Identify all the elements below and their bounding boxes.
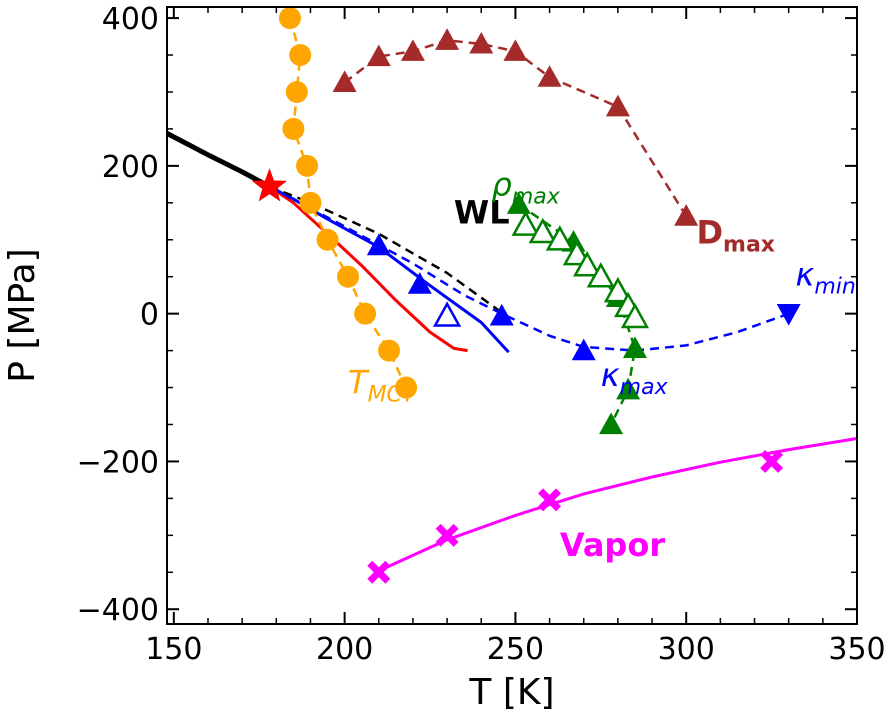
rho-max-open-point [545, 225, 574, 251]
t-mct-point [282, 117, 305, 140]
annotation-main-text: D [696, 213, 723, 251]
rho-max-open-point [603, 276, 633, 303]
binodal-red-line [268, 185, 468, 353]
y-tick-label: 0 [140, 298, 159, 333]
annotation-max: κmax [601, 356, 669, 400]
t-mct-point [337, 265, 360, 288]
t-mct-point [378, 339, 401, 362]
y-tick-label: −400 [77, 593, 159, 628]
kappa-max-point [571, 338, 596, 361]
t-mct-point [316, 228, 339, 251]
d-max-point [366, 44, 391, 67]
kappa-max-point [489, 303, 514, 326]
d-max-point [435, 28, 460, 50]
widom-line-black-solid-line [165, 131, 271, 189]
rho-max-open-point [573, 251, 602, 277]
annotation-main-text: κ [601, 356, 620, 394]
t-mct-point [289, 44, 312, 67]
d-max-point [605, 94, 630, 117]
t-mct-point [278, 7, 301, 30]
t-mct-point [395, 376, 418, 399]
widom-line-black-dashed-line [269, 185, 500, 312]
annotation-main-text: κ [796, 256, 815, 294]
y-axis-title: P [MPa] [2, 248, 43, 382]
d-max-point [332, 70, 357, 92]
annotation-min: κmin [796, 256, 856, 300]
kappa-min-point [776, 304, 801, 326]
kappa-dashed-curve-line [268, 185, 790, 352]
kappa-max-point [366, 233, 391, 256]
y-tick-label: 200 [102, 150, 159, 185]
annotation-main-text: Vapor [560, 526, 666, 564]
annotation-main-text: WL [454, 194, 510, 232]
t-mct-point [299, 191, 322, 214]
annotation-subscript: max [620, 375, 669, 400]
x-axis-title: T [K] [468, 672, 554, 713]
d-max-point [469, 31, 494, 54]
rho-max-open-point [511, 210, 540, 236]
x-tick-label: 300 [658, 632, 715, 667]
t-mct-point [285, 80, 308, 103]
x-tick-label: 200 [316, 632, 373, 667]
vapor-point [760, 449, 784, 473]
annotation-main-text: ρ [492, 165, 512, 203]
d-max-point [503, 39, 528, 61]
y-tick-label: −200 [77, 445, 159, 480]
annotation-main-text: T [348, 363, 370, 401]
t-mct-point [354, 302, 377, 325]
critical-point-star [251, 168, 287, 202]
rho-max-open-point [586, 262, 615, 288]
rho-max-open-point [620, 302, 650, 329]
annotation-max: ρmax [492, 165, 561, 209]
plot-frame [166, 6, 858, 625]
x-tick-label: 150 [145, 632, 202, 667]
vapor-point [435, 523, 459, 547]
annotation-subscript: max [512, 184, 561, 209]
annotation-subscript: min [814, 275, 856, 300]
annotation-subscript: max [723, 232, 775, 257]
d-max-point [537, 65, 562, 87]
d-max-point [674, 204, 699, 226]
kappa-max-point [407, 272, 432, 294]
axes: 150 200 250 300 350 −400 −200 0 200 400 [77, 2, 886, 667]
vapor-point [538, 488, 562, 512]
vapor-point [367, 560, 391, 584]
annotation-t-mct: TMCT [348, 363, 417, 407]
x-tick-label: 250 [487, 632, 544, 667]
rho-max-filled-point [599, 412, 624, 435]
annotation-vapor: Vapor [560, 526, 666, 564]
rho-max-filled-point [622, 336, 647, 358]
annotation-subscript: MCT [368, 382, 417, 407]
d-max-line [343, 39, 688, 217]
x-tick-label: 350 [828, 632, 885, 667]
rho-max-filled-point [506, 192, 531, 214]
d-max-point [400, 39, 425, 61]
t-mct-point [296, 154, 319, 177]
annotation-d-max: Dmax [696, 213, 775, 257]
kappa-max-open-point [432, 301, 462, 327]
rho-max-filled-point [616, 377, 641, 400]
y-tick-label: 400 [102, 2, 159, 37]
rho-max-open-point [528, 217, 557, 244]
annotation-wl: WL [454, 194, 510, 232]
